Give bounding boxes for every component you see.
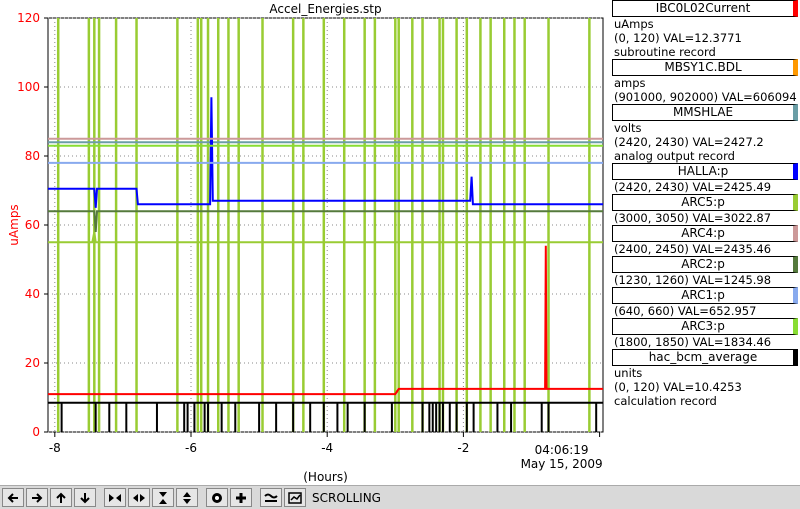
toolbar: SCROLLING bbox=[0, 485, 800, 509]
config-button[interactable] bbox=[284, 488, 306, 507]
end-time-label: 04:06:19 bbox=[535, 443, 589, 457]
plot-area[interactable]: 0 20 40 60 80 100 120 -8 -6 -4 -2 Accel_Energies.st… bbox=[0, 0, 608, 485]
config-icon bbox=[288, 491, 302, 504]
chart-title: Accel_Energies.stp bbox=[269, 2, 381, 16]
arrow-right-button[interactable] bbox=[26, 488, 48, 507]
scroll-toggle-icon bbox=[264, 493, 278, 502]
legend-entry-hac-bcm-average[interactable]: hac_bcm_average bbox=[612, 349, 798, 366]
auto-scale-button[interactable] bbox=[206, 488, 228, 507]
plot-frame bbox=[47, 17, 604, 433]
arrow-down-button[interactable] bbox=[74, 488, 96, 507]
legend-range-arc1-p: (640, 660) VAL=652.957 bbox=[614, 304, 757, 318]
zoom-out-x-icon bbox=[133, 493, 145, 502]
legend-entry-halla-p[interactable]: HALLA:p bbox=[612, 163, 798, 180]
add-pv-button[interactable] bbox=[230, 488, 252, 507]
end-date-label: May 15, 2009 bbox=[521, 457, 603, 471]
legend-range-mmshlae: (2420, 2430) VAL=2427.2 bbox=[614, 135, 764, 149]
legend-range-arc4-p: (2400, 2450) VAL=2435.46 bbox=[614, 242, 772, 256]
series-line-halla-p bbox=[48, 97, 603, 208]
legend-record-ibc0l02current: subroutine record bbox=[614, 45, 716, 59]
x-axis-label: (Hours) bbox=[303, 470, 348, 484]
zoom-in-y-button[interactable] bbox=[152, 488, 174, 507]
legend-entry-arc5-p[interactable]: ARC5:p bbox=[612, 194, 798, 211]
legend-units-mbsy1c-bdl: amps bbox=[614, 76, 646, 90]
arrow-up-icon bbox=[56, 492, 66, 503]
arrow-up-button[interactable] bbox=[50, 488, 72, 507]
legend-range-halla-p: (2420, 2430) VAL=2425.49 bbox=[614, 180, 772, 194]
legend-range-arc2-p: (1230, 1260) VAL=1245.98 bbox=[614, 273, 772, 287]
x-tick-label: -8 bbox=[49, 441, 61, 455]
series-line-arc2-p bbox=[48, 210, 603, 232]
legend-units-ibc0l02current: uAmps bbox=[614, 17, 654, 31]
y-tick-label: 100 bbox=[17, 80, 40, 94]
legend-range-mbsy1c-bdl: (901000, 902000) VAL=606094 bbox=[614, 90, 797, 104]
add-pv-icon bbox=[236, 492, 246, 503]
x-tick-label: -4 bbox=[321, 441, 333, 455]
x-tick-label: -2 bbox=[457, 441, 469, 455]
legend-panel: IBC0L02Current uAmps (0, 120) VAL=12.3771 s… bbox=[608, 0, 800, 485]
legend-entry-arc3-p[interactable]: ARC3:p bbox=[612, 318, 798, 335]
zoom-out-x-button[interactable] bbox=[128, 488, 150, 507]
y-tick-label: 40 bbox=[25, 287, 40, 301]
legend-units-mmshlae: volts bbox=[614, 121, 642, 135]
auto-scale-icon bbox=[212, 492, 222, 503]
zoom-in-x-button[interactable] bbox=[104, 488, 126, 507]
scrolling-status: SCROLLING bbox=[312, 490, 381, 505]
legend-entry-arc4-p[interactable]: ARC4:p bbox=[612, 225, 798, 242]
legend-entry-mbsy1c-bdl[interactable]: MBSY1C.BDL bbox=[612, 59, 798, 76]
legend-record-hac-bcm-average: calculation record bbox=[614, 394, 717, 408]
zoom-in-x-icon bbox=[109, 493, 121, 502]
chart-svg: 0 20 40 60 80 100 120 -8 -6 -4 -2 Accel_Energies.st… bbox=[7, 2, 604, 484]
series-line-arc5-p bbox=[48, 231, 603, 244]
y-tick-label: 120 bbox=[17, 11, 40, 25]
x-tick-label: -6 bbox=[185, 441, 197, 455]
y-axis-label: uAmps bbox=[7, 204, 21, 245]
series-line-ibc0l02current bbox=[48, 245, 603, 396]
legend-entry-arc2-p[interactable]: ARC2:p bbox=[612, 256, 798, 273]
arrow-left-button[interactable] bbox=[2, 488, 24, 507]
zoom-out-y-button[interactable] bbox=[176, 488, 198, 507]
zoom-out-y-icon bbox=[183, 491, 191, 504]
legend-range-arc5-p: (3000, 3050) VAL=3022.87 bbox=[614, 211, 772, 225]
y-tick-label: 60 bbox=[25, 218, 40, 232]
legend-record-mmshlae: analog output record bbox=[614, 149, 735, 163]
legend-range-ibc0l02current: (0, 120) VAL=12.3771 bbox=[614, 31, 742, 45]
y-tick-label: 0 bbox=[32, 425, 40, 439]
y-tick-label: 20 bbox=[25, 356, 40, 370]
legend-entry-mmshlae[interactable]: MMSHLAE bbox=[612, 104, 798, 121]
legend-range-hac-bcm-average: (0, 120) VAL=10.4253 bbox=[614, 380, 742, 394]
scroll-toggle-button[interactable] bbox=[260, 488, 282, 507]
legend-entry-ibc0l02current[interactable]: IBC0L02Current bbox=[612, 0, 798, 17]
arrow-left-icon bbox=[7, 492, 18, 503]
y-tick-label: 80 bbox=[25, 149, 40, 163]
legend-units-hac-bcm-average: units bbox=[614, 366, 643, 380]
legend-entry-arc1-p[interactable]: ARC1:p bbox=[612, 287, 798, 304]
arrow-down-icon bbox=[80, 492, 90, 503]
arrow-right-icon bbox=[32, 492, 43, 503]
zoom-in-y-icon bbox=[159, 491, 167, 504]
legend-range-arc3-p: (1800, 1850) VAL=1834.46 bbox=[614, 335, 772, 349]
